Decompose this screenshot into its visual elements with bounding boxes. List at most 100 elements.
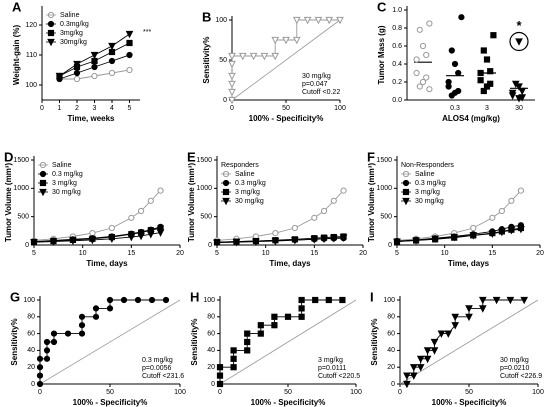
marker — [36, 380, 44, 388]
marker — [455, 69, 462, 77]
marker — [146, 231, 155, 239]
marker — [43, 347, 51, 354]
marker — [515, 38, 523, 46]
marker — [311, 214, 318, 221]
y-tick-label: 20 — [207, 364, 215, 371]
marker — [162, 296, 170, 304]
marker — [488, 230, 497, 238]
marker — [451, 322, 460, 330]
reference-diagonal — [219, 299, 357, 385]
marker — [419, 42, 427, 50]
x-tick-label: 0.3 — [450, 105, 460, 112]
marker — [128, 214, 135, 221]
marker — [92, 313, 100, 320]
marker — [419, 78, 427, 86]
marker — [423, 74, 430, 81]
x-tick-label: 5 — [215, 250, 219, 257]
marker — [108, 42, 116, 51]
marker — [314, 16, 323, 25]
x-axis-label: 100% - Specificity% — [432, 398, 507, 407]
marker — [282, 36, 290, 45]
x-tick-label: 50 — [282, 105, 290, 112]
marker — [426, 20, 433, 27]
x-tick-label: 20 — [536, 250, 544, 257]
marker — [409, 372, 418, 380]
panel-letter: G — [10, 289, 20, 304]
marker — [257, 330, 264, 337]
y-tick-label: 100 — [23, 297, 35, 304]
x-axis-label: 100% - Specificity% — [249, 114, 324, 123]
y-tick-label: 80 — [207, 314, 215, 321]
marker — [36, 372, 44, 379]
marker — [228, 72, 236, 81]
marker — [517, 226, 525, 234]
y-tick-label: 120 — [25, 22, 37, 29]
marker — [244, 330, 251, 337]
marker — [292, 16, 301, 25]
marker — [431, 235, 439, 244]
marker — [73, 69, 81, 77]
x-tick-label: 100 — [334, 105, 346, 112]
y-axis-label: Sensitivity% — [10, 318, 19, 365]
marker — [416, 355, 425, 364]
marker — [228, 88, 236, 97]
x-tick-label: 15 — [127, 250, 135, 257]
y-tick-label: 0 — [211, 381, 215, 388]
reference-diagonal — [231, 19, 341, 101]
annotation: Cutoff <226.9 — [500, 373, 542, 380]
subtitle: Non-Responders — [401, 162, 454, 169]
legend-label: 3 mg/kg — [415, 189, 440, 196]
annotation: p=0.0056 — [142, 365, 171, 372]
y-tick-label: 40 — [387, 347, 395, 354]
x-tick-label: 15 — [310, 250, 318, 257]
marker — [55, 72, 64, 81]
y-axis-label: Tumor Mass (g) — [377, 25, 386, 84]
x-tick-label: 0 — [218, 389, 222, 396]
marker — [507, 227, 516, 235]
y-tick-label: 40 — [27, 347, 35, 354]
panel-letter: B — [202, 9, 211, 24]
marker — [489, 214, 496, 221]
marker — [320, 207, 328, 215]
marker — [291, 224, 298, 232]
x-tick-label: 3 — [485, 105, 489, 112]
marker — [515, 83, 523, 91]
reference-diagonal — [399, 299, 539, 385]
marker — [147, 197, 154, 204]
marker — [412, 237, 420, 245]
marker — [228, 60, 236, 69]
annotation: Cutoff <220.5 — [318, 373, 360, 380]
legend-label: 30mg/kg — [60, 39, 87, 46]
legend-label: 0.3mg/kg — [60, 21, 89, 28]
marker — [480, 87, 487, 95]
marker — [458, 14, 465, 21]
legend-label: Saline — [60, 12, 80, 19]
panel-letter: A — [12, 0, 22, 14]
marker — [271, 313, 278, 320]
y-axis-label: Sensitivity% — [202, 36, 211, 83]
x-tick-label: 30 — [515, 105, 523, 112]
y-tick-label: 1.0 — [392, 7, 402, 14]
marker — [465, 305, 473, 313]
x-tick-label: 10 — [79, 250, 87, 257]
y-tick-label: 40 — [207, 347, 215, 354]
marker — [339, 234, 348, 242]
marker — [106, 305, 114, 312]
marker — [451, 60, 459, 68]
panel-letter: E — [187, 149, 196, 164]
marker — [257, 322, 264, 329]
y-tick-label: 60 — [207, 330, 215, 337]
marker — [213, 239, 221, 248]
marker — [416, 83, 423, 90]
marker — [413, 56, 420, 63]
annotation: p=0.0111 — [318, 365, 346, 372]
y-tick-label: 1500 — [13, 157, 29, 164]
x-axis-label: Time, days — [269, 259, 311, 268]
marker — [469, 232, 478, 240]
y-tick-label: 0.0 — [392, 97, 402, 104]
marker — [73, 60, 81, 69]
marker — [216, 372, 224, 379]
marker — [310, 236, 319, 244]
marker — [520, 296, 529, 305]
